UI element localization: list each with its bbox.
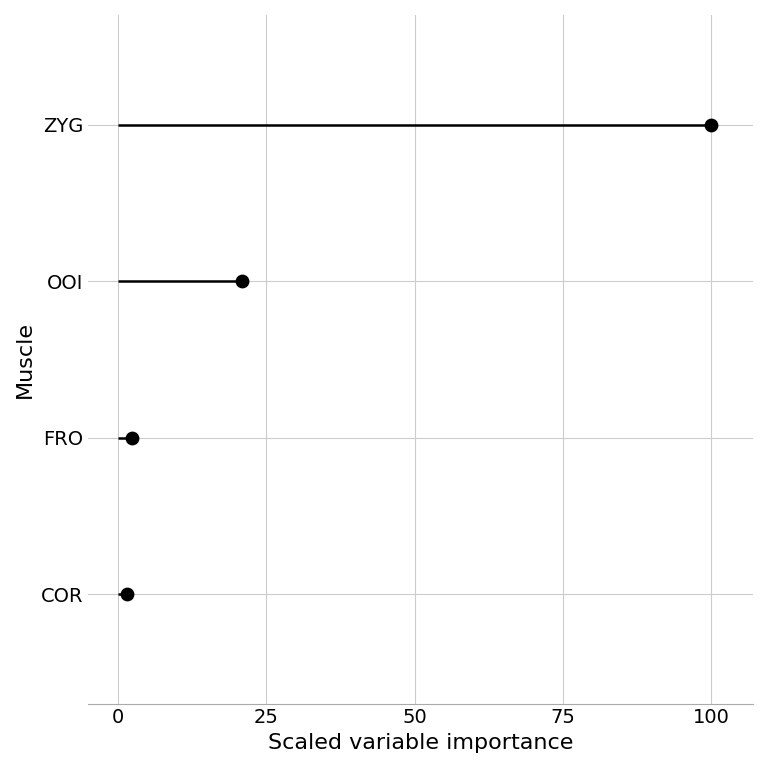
Point [126, 432, 138, 444]
Y-axis label: Muscle: Muscle [15, 321, 35, 398]
Point [121, 588, 133, 600]
Point [237, 275, 249, 287]
X-axis label: Scaled variable importance: Scaled variable importance [268, 733, 573, 753]
Point [705, 118, 717, 131]
